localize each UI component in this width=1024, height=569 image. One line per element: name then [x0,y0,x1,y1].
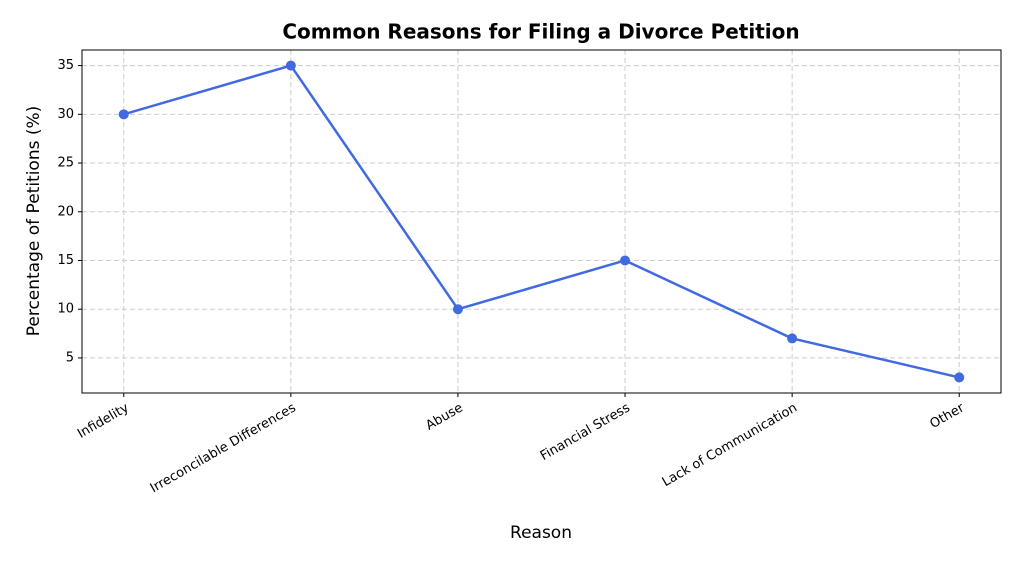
x-tick-label: Other [928,400,968,432]
data-point [787,333,798,344]
data-point [620,255,631,266]
x-tick-label: Financial Stress [538,400,633,464]
y-tick-label: 20 [57,204,74,219]
data-point [118,109,129,120]
plot-frame [81,49,1002,394]
y-tick-label: 5 [66,350,74,365]
y-axis-label: Percentage of Petitions (%) [24,106,44,337]
y-tick-label: 25 [57,156,74,171]
y-tick-label: 10 [57,302,74,317]
x-axis-label: Reason [510,523,572,543]
x-tick-label: Lack of Communication [660,401,800,491]
y-tick-label: 30 [57,107,74,122]
chart-title: Common Reasons for Filing a Divorce Peti… [282,20,799,44]
x-tick-label: Infidelity [75,400,132,441]
x-tick-label: Irreconcilable Differences [148,400,299,496]
y-tick-label: 35 [57,58,74,73]
x-tick-label: Abuse [423,401,465,434]
data-point [452,304,463,315]
data-line [123,64,960,379]
y-tick-label: 15 [57,253,74,268]
data-point [285,60,296,71]
data-point [954,372,965,383]
